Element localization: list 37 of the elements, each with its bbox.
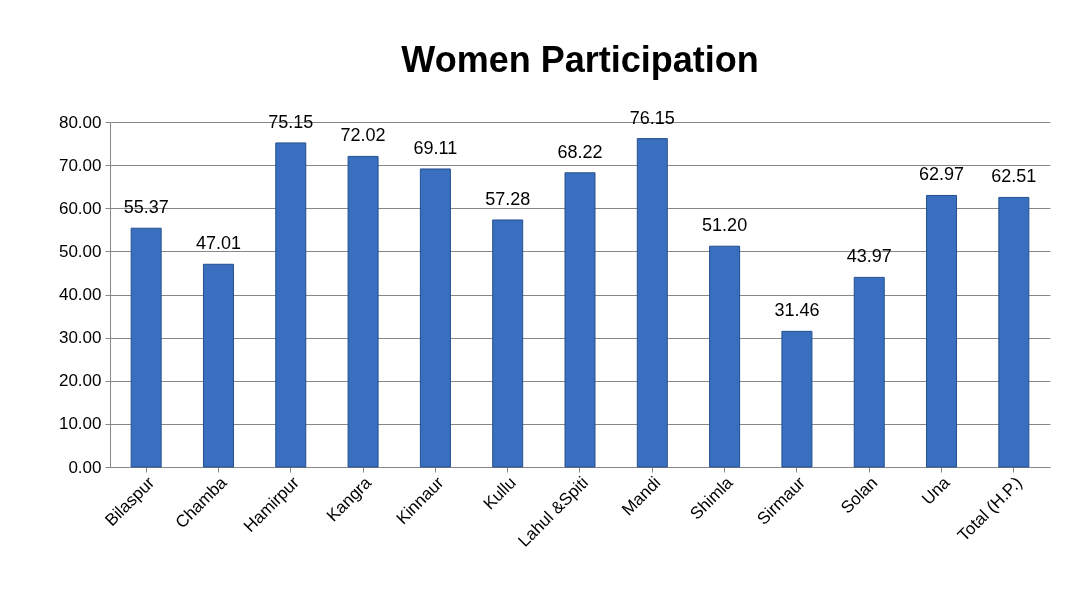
data-label: 55.37 bbox=[123, 197, 169, 218]
y-tick-label: 30.00 bbox=[58, 328, 102, 348]
bar bbox=[492, 219, 524, 468]
y-tick-label: 20.00 bbox=[58, 371, 102, 391]
data-label: 51.20 bbox=[702, 215, 748, 236]
data-label: 62.51 bbox=[991, 166, 1037, 187]
data-label: 43.97 bbox=[846, 246, 892, 267]
y-tick-label: 10.00 bbox=[58, 414, 102, 434]
data-label: 47.01 bbox=[195, 233, 241, 254]
data-label: 69.11 bbox=[413, 137, 458, 158]
chart-title: Women Participation bbox=[401, 38, 759, 80]
x-tick-label: Una bbox=[918, 472, 954, 509]
bar bbox=[275, 142, 307, 468]
y-tick-label: 40.00 bbox=[58, 285, 102, 304]
bar bbox=[347, 155, 379, 468]
data-label: 76.15 bbox=[629, 107, 675, 128]
y-tick-label: 0.00 bbox=[68, 457, 102, 477]
bar bbox=[709, 245, 741, 468]
y-tick-label: 70.00 bbox=[58, 155, 102, 175]
bar bbox=[130, 227, 162, 468]
bar bbox=[853, 276, 885, 468]
data-label: 57.28 bbox=[485, 188, 531, 209]
y-tick-label: 80.00 bbox=[58, 112, 102, 132]
bar bbox=[419, 168, 451, 468]
data-label: 72.02 bbox=[340, 125, 386, 146]
bar bbox=[926, 194, 958, 468]
data-label: 31.46 bbox=[774, 300, 820, 321]
bar bbox=[636, 138, 668, 468]
data-label: 68.22 bbox=[557, 141, 603, 162]
y-tick-label: 50.00 bbox=[58, 241, 102, 261]
data-label: 62.97 bbox=[919, 164, 965, 185]
y-tick-label: 60.00 bbox=[58, 198, 102, 218]
data-label: 75.15 bbox=[268, 111, 314, 132]
bar bbox=[781, 330, 813, 468]
bar bbox=[202, 263, 234, 468]
bar bbox=[564, 172, 596, 468]
bar bbox=[998, 196, 1030, 468]
